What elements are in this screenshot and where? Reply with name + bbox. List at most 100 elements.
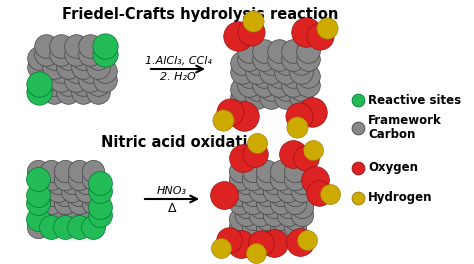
- Point: [253, 61, 260, 65]
- Point: [253, 141, 261, 145]
- Point: [290, 74, 297, 78]
- Point: [55, 213, 62, 217]
- Point: [75, 217, 83, 221]
- Point: [57, 52, 65, 56]
- Point: [238, 87, 246, 91]
- Point: [277, 177, 285, 181]
- Point: [243, 189, 250, 193]
- Point: [270, 205, 278, 209]
- Point: [250, 217, 257, 221]
- Point: [43, 44, 50, 48]
- Point: [75, 193, 83, 197]
- Text: Hydrogen: Hydrogen: [368, 191, 432, 205]
- Point: [284, 205, 292, 209]
- Point: [238, 61, 246, 65]
- Point: [284, 189, 292, 193]
- Point: [64, 90, 72, 95]
- Point: [68, 189, 76, 193]
- Point: [267, 95, 275, 100]
- Point: [260, 74, 268, 78]
- Point: [284, 213, 292, 217]
- Point: [303, 238, 311, 242]
- Point: [72, 52, 80, 56]
- Point: [62, 217, 69, 221]
- Point: [296, 240, 303, 244]
- Point: [47, 169, 55, 173]
- Point: [290, 49, 297, 53]
- Point: [354, 166, 362, 170]
- Point: [297, 70, 305, 74]
- Point: [243, 205, 250, 209]
- Point: [34, 201, 41, 205]
- Text: Nitric acid oxidation: Nitric acid oxidation: [101, 135, 268, 150]
- Point: [354, 98, 362, 102]
- Point: [101, 52, 109, 56]
- Point: [237, 242, 245, 246]
- Text: Δ: Δ: [168, 202, 176, 215]
- Point: [257, 241, 264, 245]
- Point: [256, 189, 264, 193]
- Point: [101, 69, 109, 73]
- Point: [264, 169, 271, 173]
- Point: [324, 26, 331, 30]
- Point: [311, 178, 319, 182]
- Point: [290, 57, 297, 61]
- Point: [260, 57, 268, 61]
- Point: [55, 189, 62, 193]
- Point: [34, 225, 41, 229]
- Point: [326, 192, 333, 196]
- Point: [236, 217, 243, 221]
- Point: [282, 95, 290, 100]
- Point: [57, 78, 65, 82]
- Point: [297, 61, 305, 65]
- Point: [34, 177, 41, 181]
- Point: [304, 74, 312, 78]
- Point: [249, 19, 256, 23]
- Point: [303, 30, 310, 35]
- Point: [267, 61, 275, 65]
- Point: [252, 251, 260, 255]
- Point: [225, 238, 233, 243]
- Point: [89, 225, 97, 229]
- Point: [243, 213, 250, 217]
- Point: [234, 34, 242, 38]
- Point: [275, 49, 283, 53]
- Point: [50, 56, 57, 60]
- Point: [267, 70, 275, 74]
- Point: [290, 152, 297, 156]
- Point: [68, 205, 76, 209]
- Point: [57, 44, 65, 48]
- Point: [87, 52, 94, 56]
- Point: [62, 201, 69, 205]
- Point: [284, 181, 292, 185]
- Point: [290, 83, 297, 87]
- Point: [94, 90, 101, 95]
- Point: [41, 205, 48, 209]
- Point: [96, 205, 104, 209]
- Point: [298, 205, 306, 209]
- Point: [55, 181, 62, 185]
- Point: [270, 213, 278, 217]
- Point: [277, 201, 285, 205]
- Point: [75, 177, 83, 181]
- Point: [87, 69, 94, 73]
- Point: [72, 44, 80, 48]
- Point: [62, 193, 69, 197]
- Point: [267, 87, 275, 91]
- Point: [79, 65, 87, 69]
- Point: [354, 196, 362, 200]
- Point: [264, 225, 271, 229]
- Point: [41, 213, 48, 217]
- Text: Framework
Carbon: Framework Carbon: [368, 115, 442, 142]
- Point: [316, 34, 323, 38]
- Point: [304, 57, 312, 61]
- Point: [219, 118, 227, 122]
- Point: [75, 225, 83, 229]
- Point: [302, 155, 310, 160]
- Point: [96, 213, 104, 217]
- Point: [94, 65, 101, 69]
- Point: [264, 193, 271, 197]
- Point: [243, 181, 250, 185]
- Point: [47, 225, 55, 229]
- Point: [236, 177, 243, 181]
